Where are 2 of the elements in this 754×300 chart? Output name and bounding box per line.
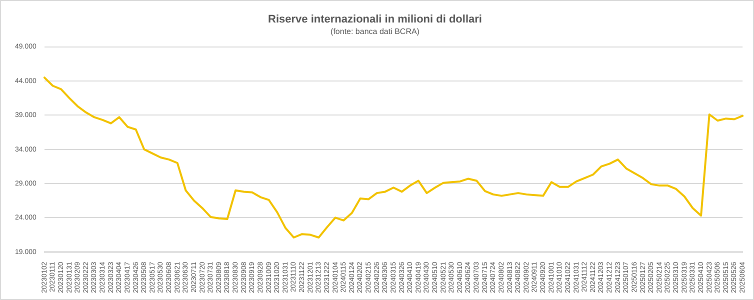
chart-title: Riserve internazionali in milioni di dollari — [268, 14, 482, 26]
chart-subtitle: (fonte: banca dati BCRA) — [330, 27, 420, 36]
